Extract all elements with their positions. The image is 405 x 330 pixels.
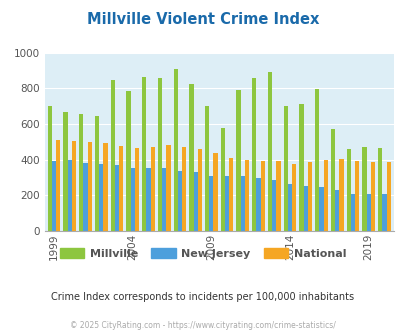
Bar bbox=[366, 194, 370, 231]
Bar bbox=[386, 162, 390, 231]
Bar bbox=[56, 140, 60, 231]
Bar bbox=[68, 160, 72, 231]
Bar bbox=[334, 190, 339, 231]
Bar bbox=[276, 161, 280, 231]
Bar bbox=[314, 89, 319, 231]
Bar bbox=[87, 142, 92, 231]
Bar bbox=[350, 194, 354, 231]
Bar bbox=[189, 84, 193, 231]
Bar bbox=[99, 164, 103, 231]
Bar bbox=[213, 153, 217, 231]
Bar bbox=[72, 141, 76, 231]
Bar bbox=[181, 147, 186, 231]
Bar bbox=[307, 162, 311, 231]
Bar bbox=[229, 158, 233, 231]
Bar bbox=[330, 128, 334, 231]
Bar bbox=[236, 90, 240, 231]
Bar bbox=[354, 161, 358, 231]
Bar bbox=[130, 168, 134, 231]
Bar bbox=[283, 106, 287, 231]
Legend: Millville, New Jersey, National: Millville, New Jersey, National bbox=[55, 244, 350, 263]
Bar bbox=[240, 176, 244, 231]
Bar bbox=[115, 165, 119, 231]
Bar bbox=[252, 78, 256, 231]
Bar bbox=[323, 160, 327, 231]
Bar bbox=[83, 163, 87, 231]
Bar bbox=[205, 106, 209, 231]
Bar bbox=[134, 148, 139, 231]
Bar bbox=[146, 168, 150, 231]
Bar bbox=[256, 179, 260, 231]
Bar bbox=[377, 148, 382, 231]
Bar bbox=[271, 180, 276, 231]
Bar bbox=[103, 143, 107, 231]
Bar bbox=[48, 106, 52, 231]
Text: © 2025 CityRating.com - https://www.cityrating.com/crime-statistics/: © 2025 CityRating.com - https://www.city… bbox=[70, 321, 335, 330]
Bar bbox=[224, 176, 229, 231]
Bar bbox=[244, 160, 249, 231]
Bar bbox=[209, 176, 213, 231]
Text: Crime Index corresponds to incidents per 100,000 inhabitants: Crime Index corresponds to incidents per… bbox=[51, 292, 354, 302]
Bar bbox=[303, 185, 307, 231]
Bar bbox=[79, 114, 83, 231]
Bar bbox=[177, 171, 181, 231]
Bar bbox=[63, 112, 68, 231]
Bar bbox=[319, 187, 323, 231]
Bar bbox=[260, 161, 264, 231]
Bar bbox=[119, 146, 123, 231]
Bar bbox=[382, 194, 386, 231]
Bar bbox=[267, 72, 271, 231]
Bar bbox=[166, 146, 170, 231]
Bar bbox=[220, 128, 224, 231]
Bar bbox=[158, 78, 162, 231]
Bar bbox=[197, 149, 202, 231]
Text: Millville Violent Crime Index: Millville Violent Crime Index bbox=[87, 12, 318, 26]
Bar bbox=[298, 105, 303, 231]
Bar bbox=[346, 149, 350, 231]
Bar bbox=[287, 184, 292, 231]
Bar bbox=[292, 164, 296, 231]
Bar bbox=[361, 147, 366, 231]
Bar bbox=[193, 172, 197, 231]
Bar bbox=[142, 77, 146, 231]
Bar bbox=[111, 81, 115, 231]
Bar bbox=[95, 116, 99, 231]
Bar bbox=[173, 69, 177, 231]
Bar bbox=[370, 161, 374, 231]
Bar bbox=[150, 147, 154, 231]
Bar bbox=[339, 159, 343, 231]
Bar bbox=[162, 168, 166, 231]
Bar bbox=[52, 161, 56, 231]
Bar bbox=[126, 91, 130, 231]
